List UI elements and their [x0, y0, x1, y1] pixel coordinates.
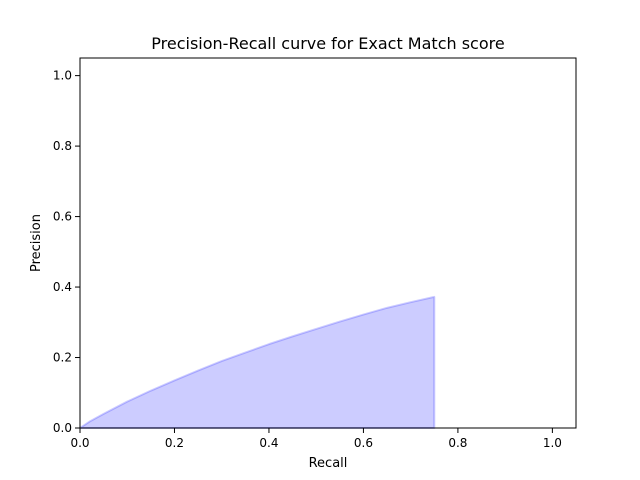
y-tick-label: 0.4	[53, 280, 72, 294]
x-tick-label: 0.8	[448, 436, 467, 450]
y-tick-label: 1.0	[53, 69, 72, 83]
y-tick-label: 0.6	[53, 210, 72, 224]
pr-area-series-0	[79, 295, 436, 429]
x-axis-label: Recall	[309, 456, 348, 471]
plot-frame	[79, 57, 577, 429]
x-tick-label: 0.2	[165, 436, 184, 450]
y-tick-label: 0.2	[53, 351, 72, 365]
y-tick-label: 0.8	[53, 139, 72, 153]
x-tick-label: 1.0	[543, 436, 562, 450]
y-axis-label: Precision	[29, 214, 44, 272]
x-tick-label: 0.0	[70, 436, 89, 450]
x-tick-label: 0.4	[259, 436, 278, 450]
x-tick-label: 0.6	[354, 436, 373, 450]
chart-title: Precision-Recall curve for Exact Match s…	[151, 34, 504, 53]
y-tick-label: 0.0	[53, 421, 72, 435]
